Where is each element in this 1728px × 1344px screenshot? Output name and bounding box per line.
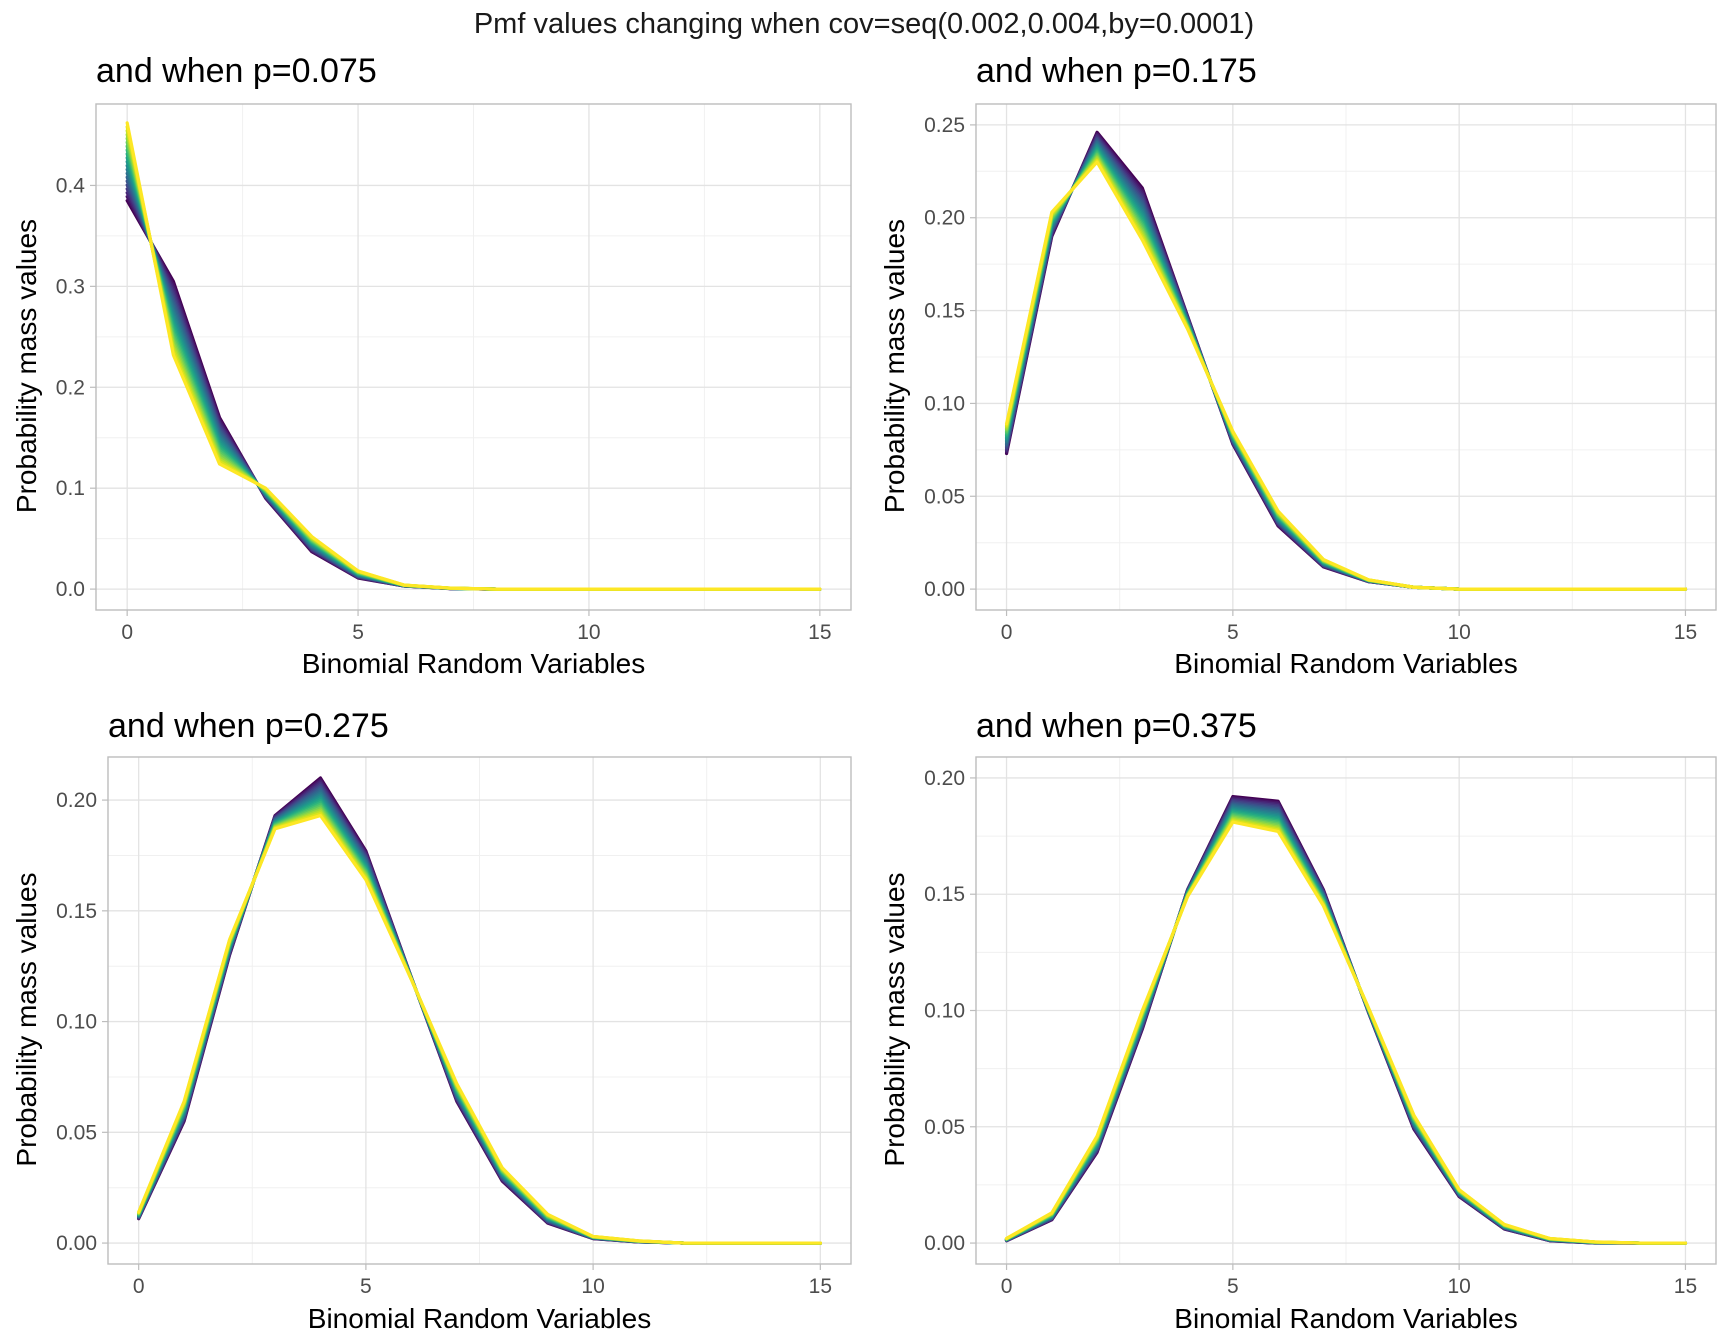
x-axis-label: Binomial Random Variables (302, 648, 645, 679)
panel-p-0275: and when p=0.275 0 5 10 15 0.00 0.05 0.10 0.15 0… (11, 707, 852, 1334)
panel-title: and when p=0.075 (96, 52, 377, 90)
panel-frame (975, 103, 1717, 611)
x-tick-label: 0 (1001, 621, 1013, 644)
y-tick-label: 0.15 (56, 900, 97, 923)
grid (976, 757, 1716, 1264)
x-axis-label: Binomial Random Variables (1174, 648, 1517, 679)
y-tick-label: 0.25 (924, 114, 965, 137)
grid (976, 104, 1716, 610)
x-tick-label: 0 (1001, 1275, 1013, 1298)
y-tick-label: 0.20 (924, 767, 965, 790)
grid (108, 757, 851, 1264)
grid (96, 104, 851, 610)
x-tick-label: 0 (133, 1275, 145, 1298)
x-tick-label: 15 (809, 1275, 832, 1298)
x-tick-label: 5 (360, 1275, 372, 1298)
y-tick-label: 0.00 (924, 1232, 965, 1255)
series-group (125, 121, 822, 591)
y-tick-label: 0.1 (56, 477, 85, 500)
x-tick-label: 5 (352, 621, 364, 644)
panel-frame (107, 756, 852, 1265)
y-tick-label: 0.00 (56, 1232, 97, 1255)
x-tick-label: 15 (808, 621, 831, 644)
y-axis-label: Probability mass values (879, 219, 910, 513)
x-axis-label: Binomial Random Variables (308, 1303, 651, 1334)
x-tick-label: 15 (1674, 621, 1697, 644)
x-tick-label: 10 (1447, 621, 1470, 644)
series-line (1004, 160, 1688, 591)
panel-title: and when p=0.375 (976, 707, 1257, 745)
x-tick-label: 5 (1227, 621, 1239, 644)
panel-title: and when p=0.275 (108, 707, 389, 745)
series-group (1004, 794, 1688, 1245)
series-group (137, 776, 822, 1245)
panel-title: and when p=0.175 (976, 52, 1257, 90)
panel-p-0175: and when p=0.175 0 5 10 15 0.00 0.05 0.10 0.15 0… (879, 52, 1717, 679)
y-tick-label: 0.10 (56, 1011, 97, 1034)
y-tick-label: 0.15 (924, 883, 965, 906)
x-tick-label: 10 (1447, 1275, 1470, 1298)
panel-frame (95, 103, 852, 611)
y-tick-label: 0.15 (924, 300, 965, 323)
y-tick-label: 0.05 (56, 1121, 97, 1144)
series-line (1004, 820, 1688, 1245)
x-tick-label: 5 (1227, 1275, 1239, 1298)
y-tick-label: 0.05 (924, 485, 965, 508)
y-tick-label: 0.2 (56, 376, 85, 399)
series-line (125, 121, 822, 591)
y-axis-label: Probability mass values (879, 872, 910, 1166)
x-axis-label: Binomial Random Variables (1174, 1303, 1517, 1334)
y-axis-label: Probability mass values (11, 872, 42, 1166)
panel-p-0375: and when p=0.375 0 5 10 15 0.00 0.05 0.10 0.15 0… (879, 707, 1717, 1334)
y-tick-label: 0.3 (56, 275, 85, 298)
figure-title: Pmf values changing when cov=seq(0.002,0… (474, 8, 1254, 40)
x-tick-label: 15 (1674, 1275, 1697, 1298)
y-tick-label: 0.0 (56, 578, 85, 601)
y-tick-label: 0.20 (56, 789, 97, 812)
y-tick-label: 0.00 (924, 578, 965, 601)
y-tick-label: 0.20 (924, 207, 965, 230)
panel-p-0075: and when p=0.075 0 5 10 15 0.0 0.1 0.2 0.3 0.4 Bi… (11, 52, 852, 679)
x-tick-label: 0 (121, 621, 133, 644)
x-tick-label: 10 (581, 1275, 604, 1298)
x-tick-label: 10 (577, 621, 600, 644)
series-group (1004, 130, 1688, 591)
y-axis-label: Probability mass values (11, 219, 42, 513)
y-tick-label: 0.4 (56, 174, 86, 197)
y-tick-label: 0.10 (924, 1000, 965, 1023)
y-tick-label: 0.05 (924, 1116, 965, 1139)
y-tick-label: 0.10 (924, 392, 965, 415)
series-line (137, 813, 822, 1245)
